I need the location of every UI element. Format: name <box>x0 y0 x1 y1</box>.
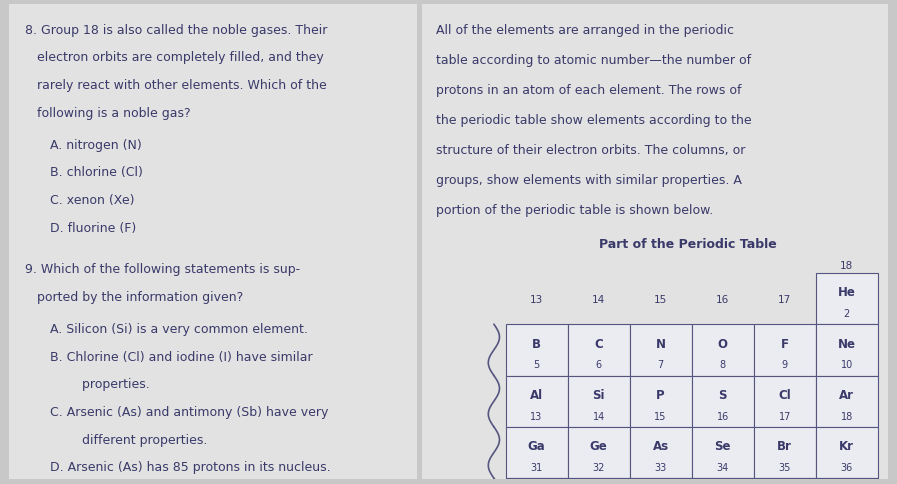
Bar <box>753 325 815 376</box>
Text: 35: 35 <box>779 462 791 472</box>
Bar <box>506 478 568 484</box>
Text: 31: 31 <box>530 462 543 472</box>
Text: Ga: Ga <box>527 439 545 453</box>
Text: rarely react with other elements. Which of the: rarely react with other elements. Which … <box>25 79 327 92</box>
Text: Ar: Ar <box>840 388 854 401</box>
Bar <box>815 478 878 484</box>
Text: 17: 17 <box>778 294 791 304</box>
Text: C. xenon (Xe): C. xenon (Xe) <box>49 194 135 207</box>
Text: electron orbits are completely filled, and they: electron orbits are completely filled, a… <box>25 51 324 64</box>
Bar <box>815 427 878 478</box>
Bar <box>692 325 753 376</box>
Text: 8. Group 18 is also called the noble gases. Their: 8. Group 18 is also called the noble gas… <box>25 24 327 37</box>
Text: the periodic table show elements according to the: the periodic table show elements accordi… <box>436 113 751 126</box>
Text: 34: 34 <box>717 462 728 472</box>
Bar <box>692 478 753 484</box>
Text: C. Arsenic (As) and antimony (Sb) have very: C. Arsenic (As) and antimony (Sb) have v… <box>49 405 328 418</box>
Text: Se: Se <box>714 439 731 453</box>
Text: P: P <box>657 388 665 401</box>
Text: 18: 18 <box>840 261 853 271</box>
Bar <box>630 478 692 484</box>
Text: D. fluorine (F): D. fluorine (F) <box>49 221 136 234</box>
Text: protons in an atom of each element. The rows of: protons in an atom of each element. The … <box>436 84 741 96</box>
Bar <box>506 427 568 478</box>
Bar <box>692 427 753 478</box>
Bar <box>506 376 568 427</box>
Bar <box>568 325 630 376</box>
Text: O: O <box>718 337 727 350</box>
Bar <box>568 478 630 484</box>
Text: S: S <box>718 388 727 401</box>
Text: 6: 6 <box>596 360 602 369</box>
Bar <box>753 478 815 484</box>
Text: 9: 9 <box>781 360 788 369</box>
Text: Part of the Periodic Table: Part of the Periodic Table <box>598 238 776 251</box>
Text: different properties.: different properties. <box>66 433 207 446</box>
Text: 9. Which of the following statements is sup-: 9. Which of the following statements is … <box>25 263 300 276</box>
Text: Br: Br <box>778 439 792 453</box>
Text: 8: 8 <box>719 360 726 369</box>
Text: 5: 5 <box>534 360 540 369</box>
Text: As: As <box>653 439 668 453</box>
Text: A. nitrogen (N): A. nitrogen (N) <box>49 138 142 151</box>
Text: 32: 32 <box>592 462 605 472</box>
Text: portion of the periodic table is shown below.: portion of the periodic table is shown b… <box>436 203 713 216</box>
Text: All of the elements are arranged in the periodic: All of the elements are arranged in the … <box>436 24 734 37</box>
Text: B. Chlorine (Cl) and iodine (I) have similar: B. Chlorine (Cl) and iodine (I) have sim… <box>49 350 312 363</box>
Text: C: C <box>594 337 603 350</box>
Text: Al: Al <box>530 388 543 401</box>
Text: following is a noble gas?: following is a noble gas? <box>25 106 191 120</box>
Text: F: F <box>780 337 788 350</box>
Text: 13: 13 <box>530 411 543 421</box>
Text: 36: 36 <box>840 462 853 472</box>
Text: D. Arsenic (As) has 85 protons in its nucleus.: D. Arsenic (As) has 85 protons in its nu… <box>49 460 330 473</box>
Text: B: B <box>532 337 541 350</box>
Text: He: He <box>838 286 856 299</box>
Text: B. chlorine (Cl): B. chlorine (Cl) <box>49 166 143 179</box>
Text: 33: 33 <box>655 462 666 472</box>
Text: Cl: Cl <box>779 388 791 401</box>
Bar <box>568 376 630 427</box>
Bar <box>815 273 878 325</box>
Text: 7: 7 <box>658 360 664 369</box>
Text: 15: 15 <box>654 294 667 304</box>
Text: ported by the information given?: ported by the information given? <box>25 290 244 303</box>
Text: Ne: Ne <box>838 337 856 350</box>
Bar <box>753 376 815 427</box>
Text: 2: 2 <box>843 308 849 318</box>
Bar <box>692 376 753 427</box>
Text: A. Silicon (Si) is a very common element.: A. Silicon (Si) is a very common element… <box>49 323 308 335</box>
Text: N: N <box>656 337 666 350</box>
Text: 16: 16 <box>717 411 728 421</box>
Bar <box>630 376 692 427</box>
Bar <box>630 325 692 376</box>
Text: properties.: properties. <box>66 378 150 391</box>
Text: 15: 15 <box>655 411 666 421</box>
Text: 13: 13 <box>530 294 544 304</box>
Bar <box>506 325 568 376</box>
Text: groups, show elements with similar properties. A: groups, show elements with similar prope… <box>436 173 742 186</box>
Bar <box>630 427 692 478</box>
Text: table according to atomic number—the number of: table according to atomic number—the num… <box>436 54 751 67</box>
Text: Ge: Ge <box>589 439 607 453</box>
Text: 14: 14 <box>593 411 605 421</box>
Text: Si: Si <box>592 388 605 401</box>
Text: Kr: Kr <box>840 439 854 453</box>
Text: 10: 10 <box>840 360 853 369</box>
Text: 18: 18 <box>840 411 853 421</box>
Text: 14: 14 <box>592 294 605 304</box>
Bar <box>815 376 878 427</box>
Text: 17: 17 <box>779 411 791 421</box>
Text: structure of their electron orbits. The columns, or: structure of their electron orbits. The … <box>436 143 745 156</box>
Text: 16: 16 <box>716 294 729 304</box>
Bar <box>815 325 878 376</box>
Bar <box>753 427 815 478</box>
Bar <box>568 427 630 478</box>
